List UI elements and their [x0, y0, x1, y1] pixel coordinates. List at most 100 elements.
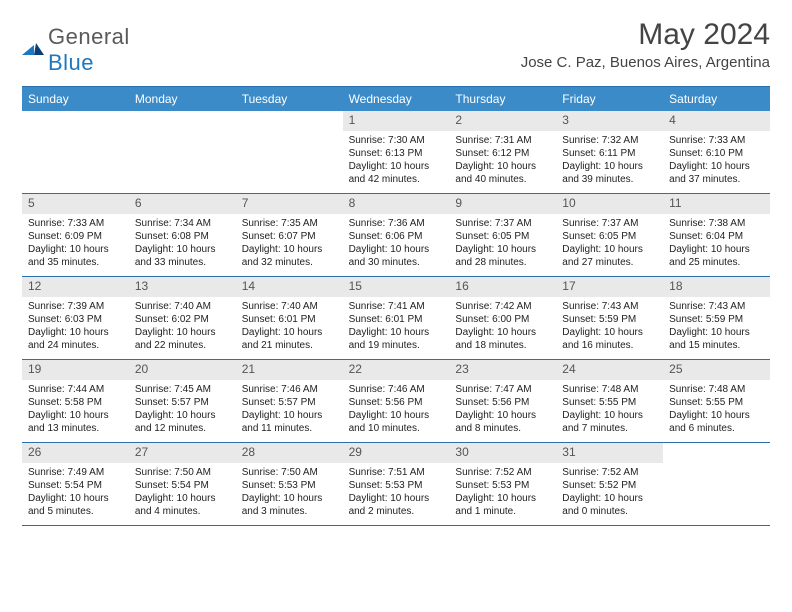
daylight-line: Daylight: 10 hours and 35 minutes. [28, 243, 123, 269]
sunset-line: Sunset: 6:09 PM [28, 230, 123, 243]
calendar-day: 7 Sunrise: 7:35 AMSunset: 6:07 PMDaylight… [236, 194, 343, 276]
sunrise-line: Sunrise: 7:42 AM [455, 300, 550, 313]
day-number: 26 [22, 443, 129, 463]
calendar-day: 11Sunrise: 7:38 AMSunset: 6:04 PMDayligh… [663, 194, 770, 276]
sunset-line: Sunset: 6:12 PM [455, 147, 550, 160]
sunset-line: Sunset: 6:11 PM [562, 147, 657, 160]
daylight-line: Daylight: 10 hours and 42 minutes. [349, 160, 444, 186]
sunset-line: Sunset: 6:03 PM [28, 313, 123, 326]
sunrise-line: Sunrise: 7:31 AM [455, 134, 550, 147]
sunrise-line: Sunrise: 7:51 AM [349, 466, 444, 479]
sunset-line: Sunset: 6:07 PM [242, 230, 337, 243]
day-number: 15 [343, 277, 450, 297]
day-number: 6 [129, 194, 236, 214]
daylight-line: Daylight: 10 hours and 12 minutes. [135, 409, 230, 435]
calendar-day: 8Sunrise: 7:36 AMSunset: 6:06 PMDaylight… [343, 194, 450, 276]
logo-mark-icon [22, 39, 44, 62]
day-number: 19 [22, 360, 129, 380]
sunset-line: Sunset: 5:52 PM [562, 479, 657, 492]
sunset-line: Sunset: 6:00 PM [455, 313, 550, 326]
daylight-line: Daylight: 10 hours and 27 minutes. [562, 243, 657, 269]
sunset-line: Sunset: 6:13 PM [349, 147, 444, 160]
dow-cell: Tuesday [236, 87, 343, 111]
daylight-line: Daylight: 10 hours and 21 minutes. [242, 326, 337, 352]
calendar-day: 13Sunrise: 7:40 AMSunset: 6:02 PMDayligh… [129, 277, 236, 359]
sunset-line: Sunset: 5:57 PM [135, 396, 230, 409]
daylight-line: Daylight: 10 hours and 32 minutes. [242, 243, 337, 269]
dow-cell: Sunday [22, 87, 129, 111]
calendar-day: 23Sunrise: 7:47 AMSunset: 5:56 PMDayligh… [449, 360, 556, 442]
calendar-day: 12Sunrise: 7:39 AMSunset: 6:03 PMDayligh… [22, 277, 129, 359]
sunset-line: Sunset: 6:05 PM [562, 230, 657, 243]
calendar-day: 28Sunrise: 7:50 AMSunset: 5:53 PMDayligh… [236, 443, 343, 525]
day-number: 29 [343, 443, 450, 463]
day-number: 7 [236, 194, 343, 214]
day-number: 16 [449, 277, 556, 297]
daylight-line: Daylight: 10 hours and 1 minute. [455, 492, 550, 518]
sunrise-line: Sunrise: 7:41 AM [349, 300, 444, 313]
calendar-day: 16Sunrise: 7:42 AMSunset: 6:00 PMDayligh… [449, 277, 556, 359]
sunrise-line: Sunrise: 7:50 AM [135, 466, 230, 479]
calendar-day: 22Sunrise: 7:46 AMSunset: 5:56 PMDayligh… [343, 360, 450, 442]
sunrise-line: Sunrise: 7:33 AM [669, 134, 764, 147]
sunrise-line: Sunrise: 7:50 AM [242, 466, 337, 479]
dow-cell: Wednesday [343, 87, 450, 111]
sunset-line: Sunset: 5:56 PM [349, 396, 444, 409]
sunrise-line: Sunrise: 7:43 AM [669, 300, 764, 313]
daylight-line: Daylight: 10 hours and 40 minutes. [455, 160, 550, 186]
logo-word2: Blue [48, 50, 94, 75]
calendar-day: 4Sunrise: 7:33 AMSunset: 6:10 PMDaylight… [663, 111, 770, 193]
dow-cell: Thursday [449, 87, 556, 111]
sunrise-line: Sunrise: 7:52 AM [562, 466, 657, 479]
calendar-day: 30Sunrise: 7:52 AMSunset: 5:53 PMDayligh… [449, 443, 556, 525]
sunrise-line: Sunrise: 7:47 AM [455, 383, 550, 396]
logo: General Blue [22, 18, 130, 76]
calendar-week: 5Sunrise: 7:33 AMSunset: 6:09 PMDaylight… [22, 194, 770, 277]
sunrise-line: Sunrise: 7:52 AM [455, 466, 550, 479]
sunrise-line: Sunrise: 7:48 AM [562, 383, 657, 396]
sunrise-line: Sunrise: 7:46 AM [242, 383, 337, 396]
day-number: 2 [449, 111, 556, 131]
sunset-line: Sunset: 5:53 PM [349, 479, 444, 492]
sunrise-line: Sunrise: 7:35 AM [242, 217, 337, 230]
sunset-line: Sunset: 5:54 PM [28, 479, 123, 492]
calendar-day: 15Sunrise: 7:41 AMSunset: 6:01 PMDayligh… [343, 277, 450, 359]
daylight-line: Daylight: 10 hours and 19 minutes. [349, 326, 444, 352]
day-number: 3 [556, 111, 663, 131]
daylight-line: Daylight: 10 hours and 7 minutes. [562, 409, 657, 435]
sunrise-line: Sunrise: 7:49 AM [28, 466, 123, 479]
calendar-week: 12Sunrise: 7:39 AMSunset: 6:03 PMDayligh… [22, 277, 770, 360]
page-title: May 2024 [521, 18, 770, 52]
calendar-day: 5Sunrise: 7:33 AMSunset: 6:09 PMDaylight… [22, 194, 129, 276]
sunset-line: Sunset: 6:10 PM [669, 147, 764, 160]
dow-cell: Monday [129, 87, 236, 111]
calendar-week: 19Sunrise: 7:44 AMSunset: 5:58 PMDayligh… [22, 360, 770, 443]
daylight-line: Daylight: 10 hours and 4 minutes. [135, 492, 230, 518]
sunrise-line: Sunrise: 7:37 AM [455, 217, 550, 230]
day-number: 23 [449, 360, 556, 380]
sunrise-line: Sunrise: 7:30 AM [349, 134, 444, 147]
sunrise-line: Sunrise: 7:40 AM [135, 300, 230, 313]
daylight-line: Daylight: 10 hours and 28 minutes. [455, 243, 550, 269]
sunrise-line: Sunrise: 7:40 AM [242, 300, 337, 313]
day-number: 10 [556, 194, 663, 214]
sunrise-line: Sunrise: 7:43 AM [562, 300, 657, 313]
day-number: 25 [663, 360, 770, 380]
calendar-day: 26 Sunrise: 7:49 AMSunset: 5:54 PMDayligh… [22, 443, 129, 525]
daylight-line: Daylight: 10 hours and 5 minutes. [28, 492, 123, 518]
day-number: 9 [449, 194, 556, 214]
day-number: 27 [129, 443, 236, 463]
day-number: 11 [663, 194, 770, 214]
daylight-line: Daylight: 10 hours and 2 minutes. [349, 492, 444, 518]
sunrise-line: Sunrise: 7:44 AM [28, 383, 123, 396]
calendar-day: 24Sunrise: 7:48 AMSunset: 5:55 PMDayligh… [556, 360, 663, 442]
day-number: 14 [236, 277, 343, 297]
sunset-line: Sunset: 5:54 PM [135, 479, 230, 492]
daylight-line: Daylight: 10 hours and 25 minutes. [669, 243, 764, 269]
day-number: 24 [556, 360, 663, 380]
calendar-day: 10Sunrise: 7:37 AMSunset: 6:05 PMDayligh… [556, 194, 663, 276]
calendar-day [236, 111, 343, 193]
sunset-line: Sunset: 6:04 PM [669, 230, 764, 243]
sunset-line: Sunset: 6:08 PM [135, 230, 230, 243]
calendar-day: 21Sunrise: 7:46 AMSunset: 5:57 PMDayligh… [236, 360, 343, 442]
